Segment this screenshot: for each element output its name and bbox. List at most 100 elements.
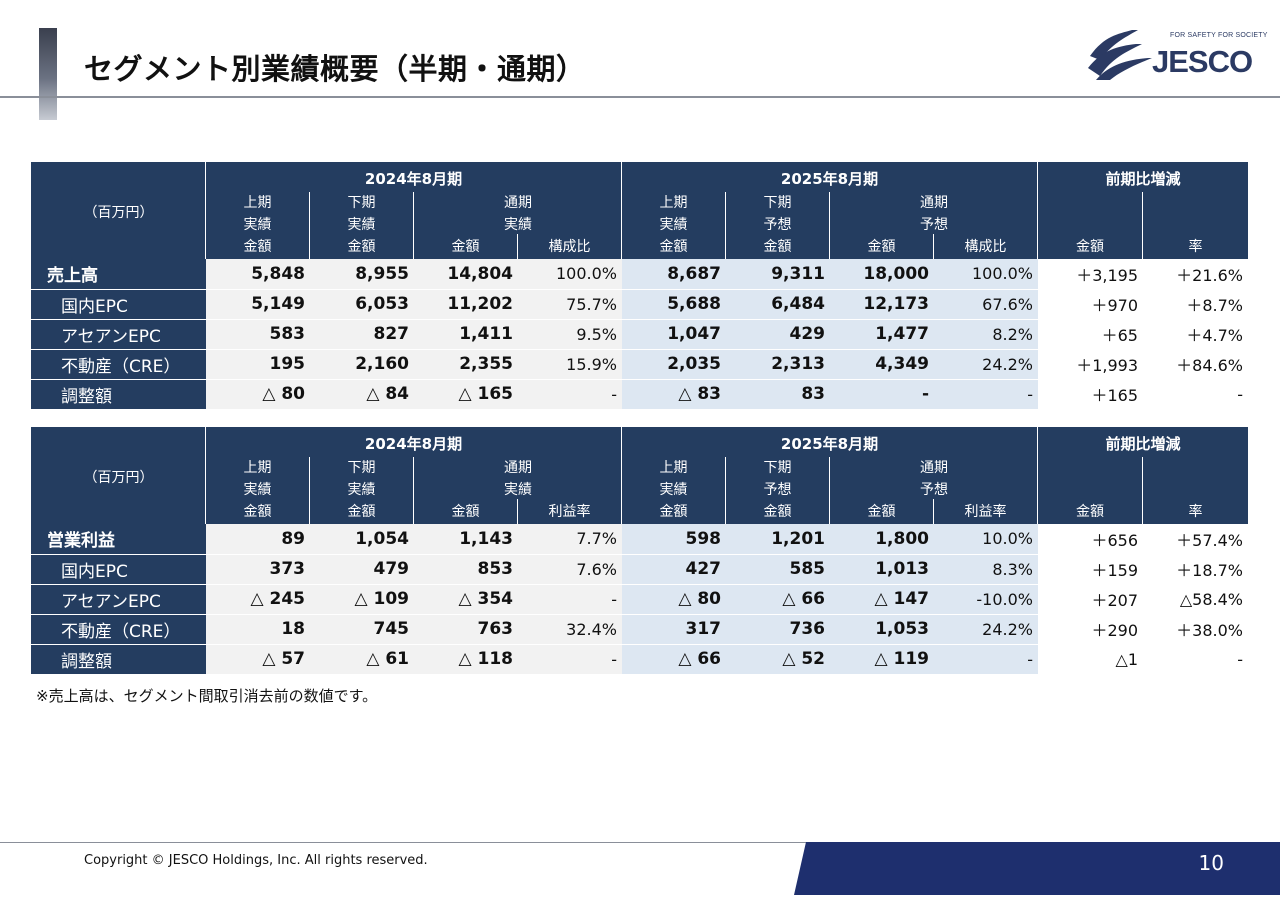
table-cell: - bbox=[934, 379, 1038, 410]
sub-header: 実績 bbox=[243, 217, 272, 233]
jesco-wave-icon bbox=[1088, 30, 1152, 80]
table-cell: 10.0% bbox=[934, 524, 1038, 555]
sub-header: 率 bbox=[1188, 504, 1203, 520]
table-cell: 32.4% bbox=[518, 614, 622, 645]
table-cell: 1,143 bbox=[414, 524, 518, 555]
table-cell: 8.2% bbox=[934, 319, 1038, 350]
table-cell: - bbox=[934, 644, 1038, 675]
logo-tagline: FOR SAFETY FOR SOCIETY bbox=[1170, 32, 1268, 39]
group-fy2024: 2024年8月期 bbox=[364, 170, 463, 188]
table-cell: 67.6% bbox=[934, 289, 1038, 320]
table-cell: △ 66 bbox=[726, 584, 830, 615]
table-cell: △ 83 bbox=[622, 379, 726, 410]
table-cell: ＋656 bbox=[1038, 524, 1143, 555]
table-cell: ＋165 bbox=[1038, 379, 1143, 410]
table-cell: △1 bbox=[1038, 644, 1143, 675]
table-cell: ＋8.7% bbox=[1143, 289, 1248, 320]
table-cell: 89 bbox=[206, 524, 310, 555]
sub-header: 予想 bbox=[920, 217, 948, 233]
company-logo: FOR SAFETY FOR SOCIETY JESCO bbox=[1086, 26, 1267, 82]
page-number: 10 bbox=[1198, 851, 1224, 875]
table-cell: 427 bbox=[622, 554, 726, 585]
profit-table-header: （百万円） 2024年8月期 2025年8月期 前期比増減 上期 実績 金額 下… bbox=[31, 427, 1248, 524]
table-cell: - bbox=[1143, 644, 1248, 675]
table-cell: 763 bbox=[414, 614, 518, 645]
sub-header: 利益率 bbox=[548, 504, 591, 520]
table-cell: 2,160 bbox=[310, 349, 414, 380]
table-cell: 18,000 bbox=[830, 259, 934, 290]
table-cell: ＋4.7% bbox=[1143, 319, 1248, 350]
sub-header: 金額 bbox=[243, 504, 272, 520]
table-cell: △ 80 bbox=[206, 379, 310, 410]
table-cell: 598 bbox=[622, 524, 726, 555]
sub-header: 金額 bbox=[347, 504, 376, 520]
table-cell: 736 bbox=[726, 614, 830, 645]
footer-divider bbox=[0, 842, 1280, 843]
row-label: 営業利益 bbox=[31, 524, 206, 555]
sub-header: 実績 bbox=[659, 482, 688, 498]
table-cell: 1,800 bbox=[830, 524, 934, 555]
table-cell: ＋18.7% bbox=[1143, 554, 1248, 585]
table-row: 調整額 △ 57 △ 61 △ 118- △ 66 △ 52 △ 119- △1- bbox=[31, 644, 1248, 675]
sub-header: 金額 bbox=[347, 239, 376, 255]
table-row: 国内EPC 5,149 6,053 11,202 75.7% 5,688 6,484 12,1… bbox=[31, 289, 1248, 320]
unit-label: （百万円） bbox=[83, 205, 154, 221]
table-cell: △ 119 bbox=[830, 644, 934, 675]
table-cell: △ 57 bbox=[206, 644, 310, 675]
sub-header: 率 bbox=[1188, 239, 1203, 255]
group-yoy-change: 前期比増減 bbox=[1105, 435, 1181, 453]
sub-header: 通期 bbox=[504, 460, 532, 476]
table-cell: 5,149 bbox=[206, 289, 310, 320]
sub-header: 利益率 bbox=[964, 504, 1007, 520]
table-row: 不動産（CRE） 195 2,160 2,355 15.9% 2,035 2,313 4,34… bbox=[31, 349, 1248, 380]
table-cell: 1,201 bbox=[726, 524, 830, 555]
table-row: 営業利益 89 1,054 1,143 7.7% 598 1,201 1,800 10.0% ＋6… bbox=[31, 524, 1248, 555]
sales-table: 売上高 5,848 8,955 14,804 100.0% 8,687 9,311 18,00… bbox=[31, 259, 1248, 410]
table-row: 調整額 △ 80 △ 84 △ 165- △ 83 83- - ＋165- bbox=[31, 379, 1248, 410]
table-cell: 100.0% bbox=[518, 259, 622, 290]
table-cell: △ 84 bbox=[310, 379, 414, 410]
table-cell: 24.2% bbox=[934, 614, 1038, 645]
sales-table-header: （百万円） 2024年8月期 2025年8月期 前期比増減 上期 実績 金額 下… bbox=[31, 162, 1248, 259]
row-label: 調整額 bbox=[31, 379, 206, 410]
table-row: 売上高 5,848 8,955 14,804 100.0% 8,687 9,311 18,00… bbox=[31, 259, 1248, 290]
sub-header: 金額 bbox=[243, 239, 272, 255]
table-cell: 853 bbox=[414, 554, 518, 585]
table-cell: 9,311 bbox=[726, 259, 830, 290]
sub-header: 金額 bbox=[451, 504, 480, 520]
table-cell: ＋290 bbox=[1038, 614, 1143, 645]
table-cell: 8,687 bbox=[622, 259, 726, 290]
table-cell: 7.6% bbox=[518, 554, 622, 585]
sub-header: 金額 bbox=[763, 239, 792, 255]
table-cell: 2,035 bbox=[622, 349, 726, 380]
table-cell: 1,477 bbox=[830, 319, 934, 350]
sub-header: 金額 bbox=[1076, 239, 1104, 255]
table-row: アセアンEPC △ 245 △ 109 △ 354- △ 80 △ 66 △ 147 -10.… bbox=[31, 584, 1248, 615]
sub-header: 下期 bbox=[763, 460, 792, 476]
sub-header: 金額 bbox=[867, 239, 896, 255]
table-cell: 6,053 bbox=[310, 289, 414, 320]
table-cell: 7.7% bbox=[518, 524, 622, 555]
table-cell: 6,484 bbox=[726, 289, 830, 320]
sub-header: 予想 bbox=[763, 217, 792, 233]
row-label: 不動産（CRE） bbox=[31, 614, 206, 645]
table-cell: ＋159 bbox=[1038, 554, 1143, 585]
sub-header: 実績 bbox=[243, 482, 272, 498]
sub-header: 金額 bbox=[451, 239, 480, 255]
sub-header: 下期 bbox=[347, 460, 376, 476]
table-cell: △ 147 bbox=[830, 584, 934, 615]
table-cell: 827 bbox=[310, 319, 414, 350]
table-cell: △ 66 bbox=[622, 644, 726, 675]
table-cell: ＋970 bbox=[1038, 289, 1143, 320]
copyright-text: Copyright © JESCO Holdings, Inc. All rig… bbox=[84, 853, 428, 868]
unit-label: （百万円） bbox=[83, 470, 154, 486]
profit-table: 営業利益 89 1,054 1,143 7.7% 598 1,201 1,800 10.0% ＋6… bbox=[31, 524, 1248, 675]
table-cell: ＋65 bbox=[1038, 319, 1143, 350]
sub-header: 上期 bbox=[659, 460, 688, 476]
table-cell: △ 165 bbox=[414, 379, 518, 410]
table-cell: - bbox=[518, 584, 622, 615]
table-cell: 83 bbox=[726, 379, 830, 410]
group-fy2024: 2024年8月期 bbox=[364, 435, 463, 453]
sub-header: 下期 bbox=[763, 195, 792, 211]
table-cell: 24.2% bbox=[934, 349, 1038, 380]
